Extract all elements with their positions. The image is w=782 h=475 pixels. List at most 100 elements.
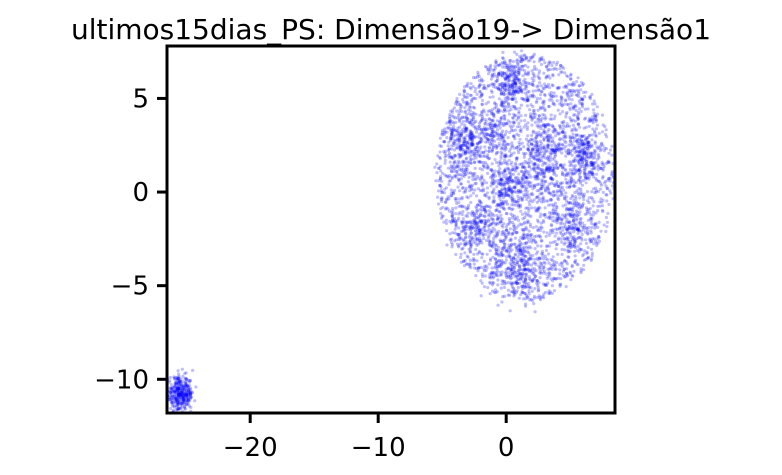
data-point-3648 <box>499 239 503 244</box>
data-point-2418 <box>457 114 461 118</box>
data-point-1233 <box>443 149 448 153</box>
data-point-2948 <box>517 88 521 92</box>
data-point-2810 <box>461 170 465 174</box>
data-point-497 <box>503 154 507 158</box>
data-point-2263 <box>445 198 449 202</box>
data-point-176 <box>503 237 507 241</box>
data-point-1280 <box>564 84 568 88</box>
data-point-2152 <box>472 96 476 100</box>
data-point-187 <box>536 258 540 262</box>
data-point-629 <box>517 151 521 155</box>
data-point-2257 <box>558 102 562 106</box>
data-point-3897 <box>497 193 501 197</box>
data-point-511 <box>518 190 522 194</box>
data-point-3245 <box>536 165 540 169</box>
data-point-1145 <box>478 147 482 151</box>
data-point-191 <box>581 225 585 229</box>
data-point-833 <box>464 224 468 229</box>
data-point-1050 <box>525 97 530 101</box>
data-point-1219 <box>462 229 466 233</box>
data-point-1868 <box>473 266 477 270</box>
data-point-21 <box>487 262 491 266</box>
data-point-730 <box>504 152 508 156</box>
data-point-784 <box>463 251 467 255</box>
data-point-91 <box>544 149 548 153</box>
data-point-1466 <box>569 231 573 235</box>
data-point-3874 <box>508 175 512 179</box>
data-point-3478 <box>522 280 526 284</box>
data-point-1119 <box>473 120 477 124</box>
data-point-385 <box>517 172 521 176</box>
data-point-287 <box>605 186 609 190</box>
data-point-1147 <box>464 242 468 246</box>
data-point-2969 <box>518 67 522 71</box>
data-point-2452 <box>539 57 544 61</box>
data-point-2419 <box>503 154 507 158</box>
data-point-1138 <box>547 104 551 109</box>
data-point-1183 <box>489 63 493 67</box>
data-point-161 <box>501 56 505 60</box>
data-point-1409 <box>510 198 514 202</box>
data-point-321 <box>586 232 590 236</box>
data-point-197 <box>452 121 456 125</box>
data-point-1205 <box>480 219 484 223</box>
data-point-310 <box>442 150 446 154</box>
data-point-224 <box>468 258 472 262</box>
data-point-1452 <box>485 252 489 256</box>
data-point-936 <box>478 95 482 99</box>
data-point-2954 <box>507 105 512 109</box>
data-point-905 <box>538 97 542 101</box>
data-point-3022 <box>527 96 531 100</box>
data-point-226 <box>454 197 458 201</box>
data-point-1422 <box>587 119 591 123</box>
data-point-1279 <box>567 212 571 216</box>
data-point-3456 <box>532 302 536 306</box>
data-point-3383 <box>572 165 576 169</box>
data-point-818 <box>499 135 504 139</box>
data-point-1456 <box>526 212 530 216</box>
data-point-2116 <box>528 108 532 112</box>
data-point-803 <box>523 211 527 215</box>
data-point-1727 <box>535 189 539 193</box>
data-point-1068 <box>574 200 579 204</box>
data-point-2225 <box>436 202 441 206</box>
data-point-3773 <box>499 220 503 224</box>
data-point-1438 <box>529 192 533 197</box>
data-point-1038 <box>585 136 589 140</box>
data-point-892 <box>604 147 609 151</box>
data-point-4441 <box>177 386 181 391</box>
data-point-3920 <box>511 165 515 169</box>
data-point-1927 <box>554 94 558 98</box>
data-point-838 <box>525 189 529 194</box>
data-point-1146 <box>468 85 472 90</box>
data-point-4353 <box>184 377 188 381</box>
data-point-1007 <box>478 154 482 158</box>
data-point-1410 <box>520 198 524 202</box>
data-point-1478 <box>586 255 591 259</box>
data-point-2122 <box>560 261 565 265</box>
data-point-417 <box>584 257 588 262</box>
data-point-24 <box>450 147 454 151</box>
data-point-3174 <box>541 122 546 126</box>
data-point-3670 <box>509 237 513 241</box>
data-point-2670 <box>465 103 469 107</box>
data-point-1431 <box>451 127 455 131</box>
data-point-1212 <box>607 176 611 180</box>
data-point-539 <box>560 221 564 225</box>
data-point-167 <box>583 212 587 216</box>
data-point-786 <box>502 140 506 144</box>
data-point-1920 <box>574 195 578 199</box>
data-point-124 <box>473 160 477 165</box>
data-point-1036 <box>559 182 563 186</box>
data-point-2585 <box>589 258 593 263</box>
data-point-729 <box>558 284 562 288</box>
data-point-3088 <box>541 86 545 90</box>
data-point-571 <box>536 244 540 248</box>
data-point-2009 <box>475 75 480 79</box>
data-point-390 <box>451 219 456 223</box>
data-point-973 <box>536 158 540 162</box>
data-point-944 <box>463 125 467 129</box>
data-point-2529 <box>570 82 574 86</box>
data-point-987 <box>569 278 573 282</box>
data-point-1316 <box>501 229 505 234</box>
